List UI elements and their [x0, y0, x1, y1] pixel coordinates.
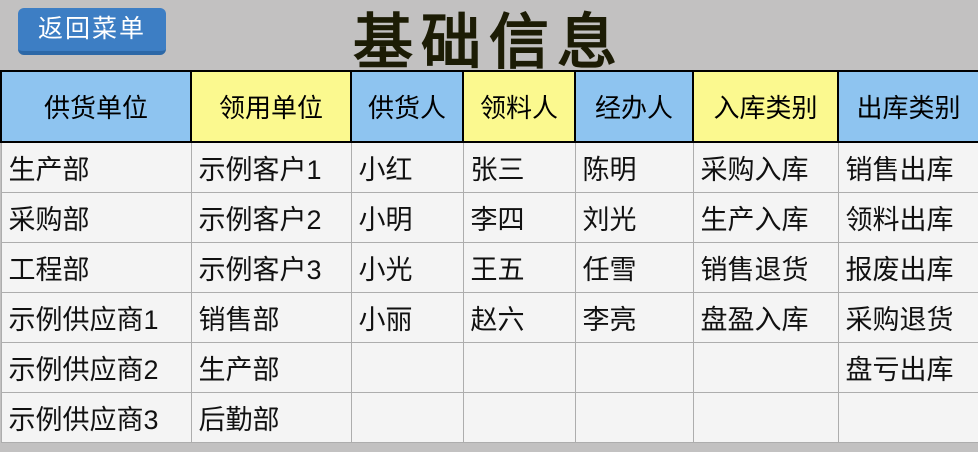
col-header-material-picker[interactable]: 领料人 [462, 70, 576, 143]
cell[interactable] [837, 391, 978, 443]
cell[interactable]: 盘亏出库 [837, 341, 978, 393]
cell[interactable]: 采购入库 [692, 141, 839, 193]
cell[interactable] [574, 391, 694, 443]
cell[interactable]: 小红 [350, 141, 464, 193]
col-header-outbound-category[interactable]: 出库类别 [837, 70, 978, 143]
cell[interactable]: 李亮 [574, 291, 694, 343]
cell[interactable]: 小光 [350, 241, 464, 293]
cell[interactable]: 销售出库 [837, 141, 978, 193]
cell[interactable] [462, 341, 576, 393]
cell[interactable]: 刘光 [574, 191, 694, 243]
cell[interactable]: 后勤部 [190, 391, 352, 443]
col-header-supplier-unit[interactable]: 供货单位 [0, 70, 192, 143]
cell[interactable] [692, 341, 839, 393]
cell[interactable]: 陈明 [574, 141, 694, 193]
cell[interactable] [574, 341, 694, 393]
table-row: 示例供应商1 销售部 小丽 赵六 李亮 盘盈入库 采购退货 [0, 291, 978, 343]
cell[interactable]: 采购退货 [837, 291, 978, 343]
top-banner: 基础信息 返回菜单 [0, 0, 978, 76]
cell[interactable]: 王五 [462, 241, 576, 293]
cell[interactable]: 采购部 [0, 191, 192, 243]
cell[interactable]: 示例供应商3 [0, 391, 192, 443]
cell[interactable]: 小丽 [350, 291, 464, 343]
page-title: 基础信息 [353, 10, 625, 76]
table-row: 示例供应商2 生产部 盘亏出库 [0, 341, 978, 393]
cell[interactable]: 示例客户3 [190, 241, 352, 293]
cell[interactable]: 报废出库 [837, 241, 978, 293]
col-header-inbound-category[interactable]: 入库类别 [692, 70, 839, 143]
table-row: 采购部 示例客户2 小明 李四 刘光 生产入库 领料出库 [0, 191, 978, 243]
cell[interactable] [350, 341, 464, 393]
cell[interactable]: 示例供应商2 [0, 341, 192, 393]
basic-info-table: 供货单位 领用单位 供货人 领料人 经办人 入库类别 出库类别 生产部 示例客户… [0, 70, 978, 443]
cell[interactable]: 盘盈入库 [692, 291, 839, 343]
cell[interactable]: 销售部 [190, 291, 352, 343]
cell[interactable] [350, 391, 464, 443]
cell[interactable]: 生产入库 [692, 191, 839, 243]
cell[interactable]: 赵六 [462, 291, 576, 343]
header-row: 供货单位 领用单位 供货人 领料人 经办人 入库类别 出库类别 [0, 70, 978, 143]
cell[interactable]: 示例供应商1 [0, 291, 192, 343]
table-row: 生产部 示例客户1 小红 张三 陈明 采购入库 销售出库 [0, 141, 978, 193]
table-row: 工程部 示例客户3 小光 王五 任雪 销售退货 报废出库 [0, 241, 978, 293]
cell[interactable]: 张三 [462, 141, 576, 193]
cell[interactable]: 工程部 [0, 241, 192, 293]
cell[interactable] [692, 391, 839, 443]
cell[interactable]: 示例客户1 [190, 141, 352, 193]
cell[interactable]: 销售退货 [692, 241, 839, 293]
cell[interactable]: 李四 [462, 191, 576, 243]
cell[interactable]: 示例客户2 [190, 191, 352, 243]
cell[interactable]: 小明 [350, 191, 464, 243]
col-header-handler[interactable]: 经办人 [574, 70, 694, 143]
cell[interactable]: 任雪 [574, 241, 694, 293]
cell[interactable]: 生产部 [0, 141, 192, 193]
table-row: 示例供应商3 后勤部 [0, 391, 978, 443]
col-header-requisition-unit[interactable]: 领用单位 [190, 70, 352, 143]
cell[interactable]: 生产部 [190, 341, 352, 393]
cell[interactable]: 领料出库 [837, 191, 978, 243]
cell[interactable] [462, 391, 576, 443]
col-header-supplier-person[interactable]: 供货人 [350, 70, 464, 143]
back-to-menu-button[interactable]: 返回菜单 [18, 8, 166, 55]
